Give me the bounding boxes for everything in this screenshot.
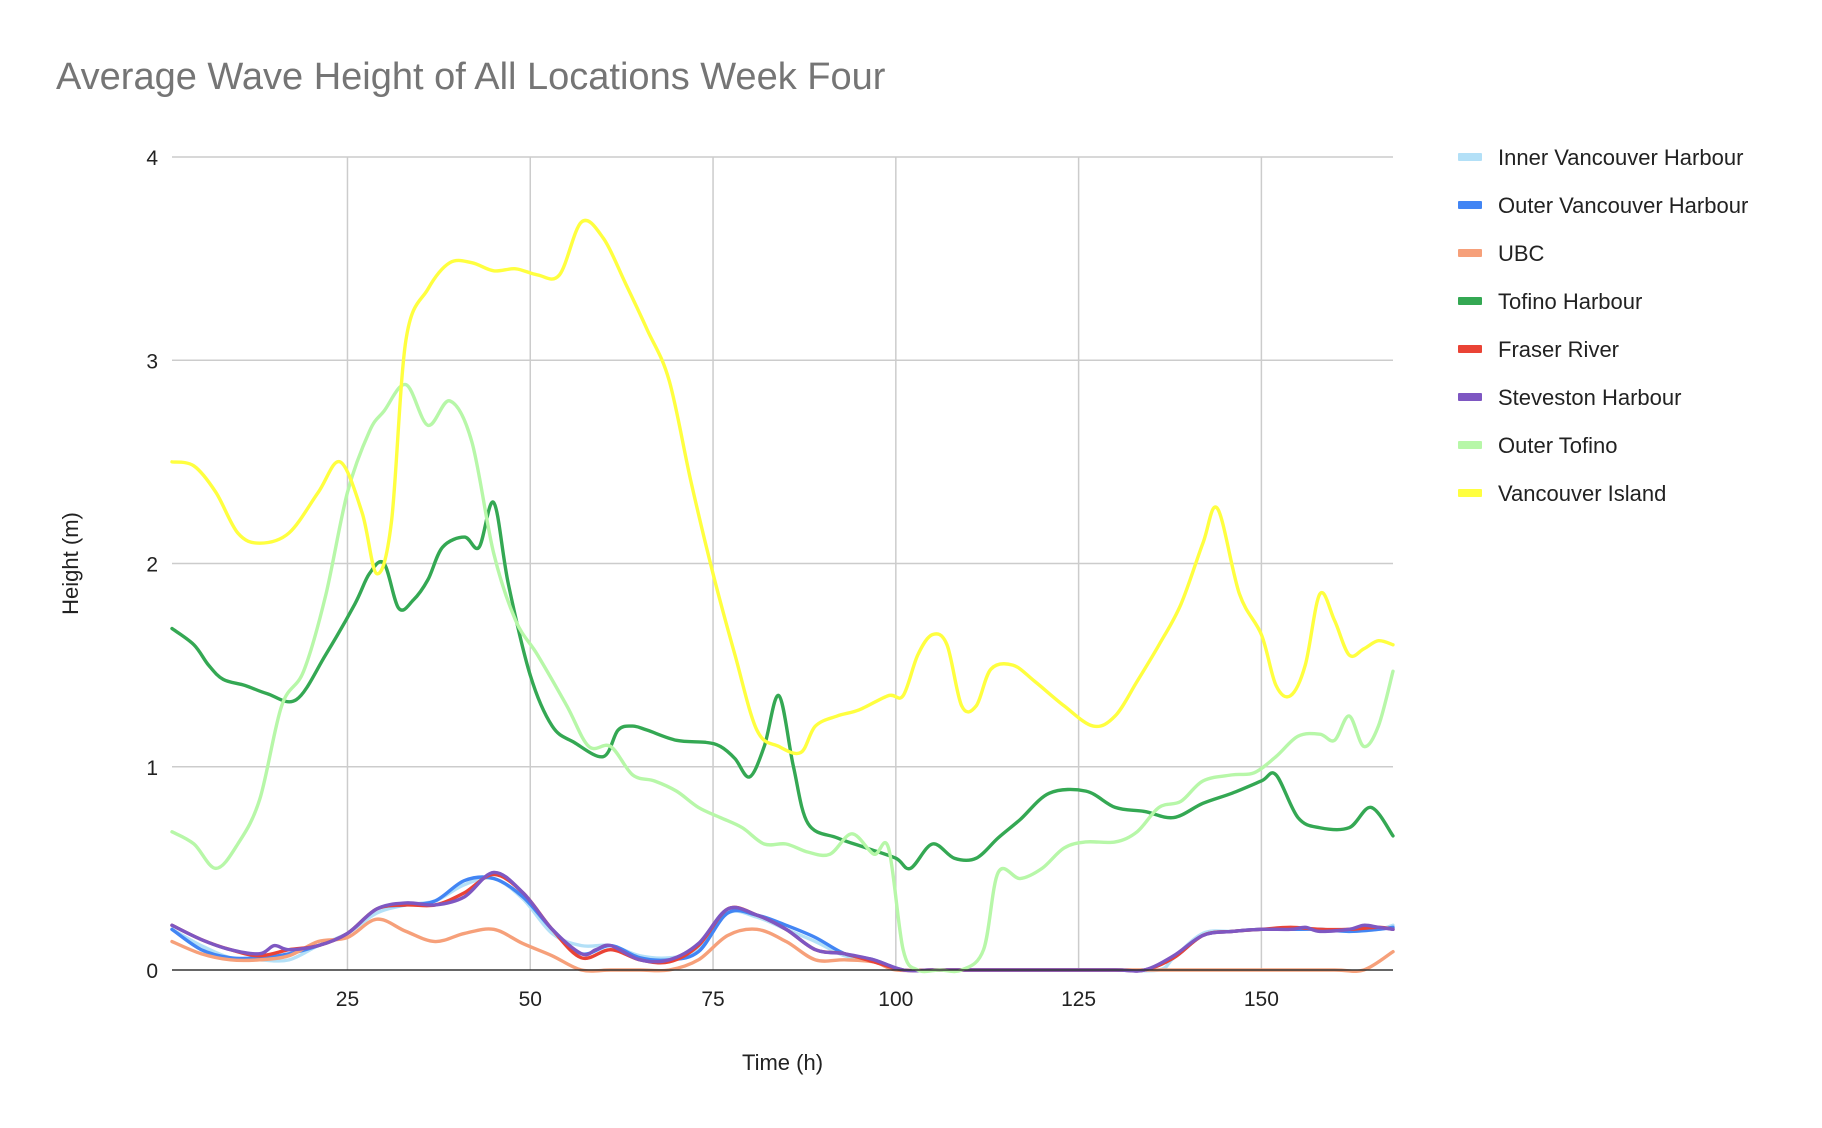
series-line-outer-vancouver-harbour (170, 875, 1395, 973)
legend: Inner Vancouver Harbour Outer Vancouver H… (1458, 145, 1748, 506)
legend-swatch-inner-vancouver-harbour (1458, 153, 1482, 161)
y-tick-label: 1 (146, 757, 158, 780)
legend-label-outer-tofino: Outer Tofino (1498, 433, 1617, 458)
legend-swatch-outer-vancouver-harbour (1458, 201, 1482, 209)
grid-lines (172, 156, 1393, 970)
legend-label-fraser-river: Fraser River (1498, 337, 1619, 362)
series-line-steveston-harbour (170, 870, 1395, 973)
series-line-tofino-harbour (170, 500, 1395, 871)
series-line-outer-tofino (170, 382, 1395, 974)
y-tick-label: 2 (146, 554, 158, 577)
x-tick-label: 50 (519, 988, 542, 1011)
series-line-vancouver-island (170, 218, 1395, 756)
x-tick-label: 75 (701, 988, 724, 1011)
x-tick-label: 150 (1244, 988, 1279, 1011)
y-tick-label: 0 (146, 960, 158, 983)
x-tick-label: 125 (1061, 988, 1096, 1011)
series-lines (170, 218, 1395, 974)
legend-swatch-vancouver-island (1458, 489, 1482, 497)
y-tick-label: 3 (146, 350, 158, 373)
legend-label-ubc: UBC (1498, 241, 1545, 266)
legend-swatch-outer-tofino (1458, 441, 1482, 449)
x-axis-title: Time (h) (742, 1050, 823, 1075)
legend-swatch-ubc (1458, 249, 1482, 257)
legend-label-tofino-harbour: Tofino Harbour (1498, 289, 1642, 314)
legend-swatch-fraser-river (1458, 345, 1482, 353)
legend-swatch-tofino-harbour (1458, 297, 1482, 305)
legend-swatch-steveston-harbour (1458, 393, 1482, 401)
chart-title: Average Wave Height of All Locations Wee… (56, 56, 886, 98)
axes: 0 1 2 3 4 25 50 75 100 125 150 (146, 147, 1393, 1011)
legend-label-vancouver-island: Vancouver Island (1498, 481, 1666, 506)
x-tick-label: 100 (878, 988, 913, 1011)
x-tick-label: 25 (336, 988, 359, 1011)
legend-label-steveston-harbour: Steveston Harbour (1498, 385, 1681, 410)
legend-label-inner-vancouver-harbour: Inner Vancouver Harbour (1498, 145, 1743, 170)
y-axis-title: Height (m) (58, 512, 83, 615)
legend-label-outer-vancouver-harbour: Outer Vancouver Harbour (1498, 193, 1748, 218)
y-tick-label: 4 (146, 147, 158, 170)
